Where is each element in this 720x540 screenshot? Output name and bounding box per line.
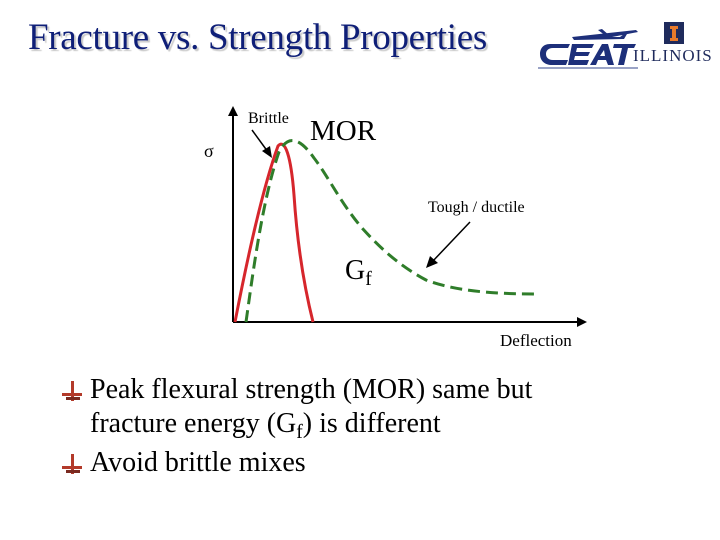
bullet-text-line2: fracture energy (Gf) is different xyxy=(90,407,680,444)
bullet-text-subscript: f xyxy=(296,422,303,444)
illinois-wordmark: ILLINOIS xyxy=(633,46,713,65)
gf-subscript: f xyxy=(365,269,372,291)
bullet-item: Avoid brittle mixes xyxy=(60,446,680,480)
tough-arrow xyxy=(431,221,471,263)
illinois-logo xyxy=(664,22,684,44)
bullet-list: Peak flexural strength (MOR) same but fr… xyxy=(60,373,680,480)
y-axis-arrowhead xyxy=(228,106,238,116)
fracture-energy-label: Gf xyxy=(345,255,372,291)
bullet-text-line2-a: fracture energy (G xyxy=(90,408,297,439)
bullet-text-line1: Avoid brittle mixes xyxy=(90,447,306,478)
mor-label: MOR xyxy=(310,115,377,147)
brittle-label: Brittle xyxy=(248,110,289,127)
bullet-icon xyxy=(62,454,82,474)
bullet-text-line1: Peak flexural strength (MOR) same but xyxy=(90,374,533,405)
x-axis-arrowhead xyxy=(577,317,587,327)
slide-title: Fracture vs. Strength Properties xyxy=(28,17,487,58)
logo-group xyxy=(538,22,684,69)
tough-arrowhead xyxy=(426,256,438,268)
bullet-text-line2-b: ) is different xyxy=(302,408,441,439)
ceat-logo xyxy=(538,29,638,69)
bullet-item: Peak flexural strength (MOR) same but fr… xyxy=(60,373,680,444)
ductile-curve xyxy=(244,139,537,323)
brittle-arrowhead xyxy=(262,146,272,158)
tough-ductile-label: Tough / ductile xyxy=(428,199,525,216)
gf-main: G xyxy=(345,255,366,286)
brittle-arrow xyxy=(251,129,269,153)
x-axis-label: Deflection xyxy=(500,331,572,350)
brittle-curve xyxy=(233,142,315,323)
bullet-icon xyxy=(62,381,82,401)
y-axis-label: σ xyxy=(204,141,214,161)
